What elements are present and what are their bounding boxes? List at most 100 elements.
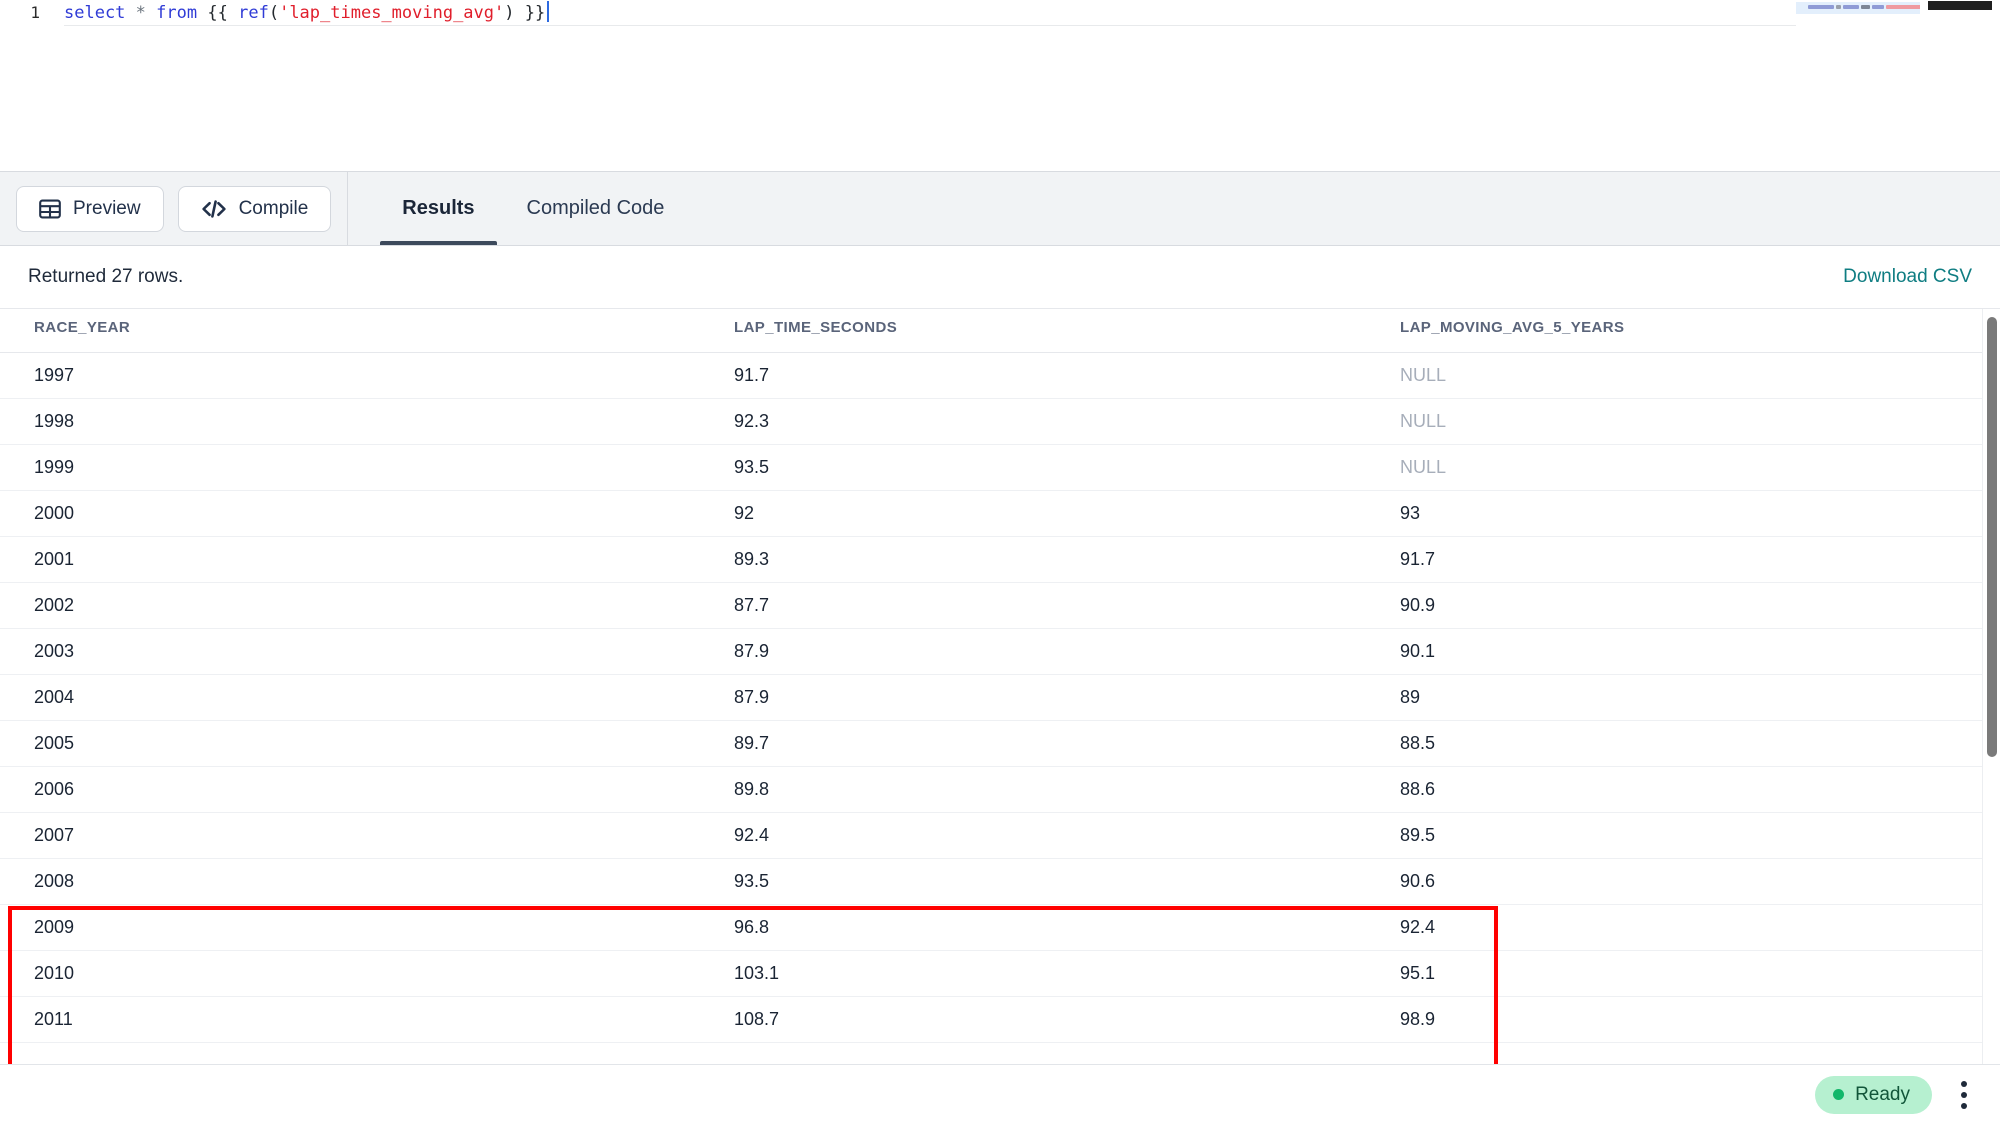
table-cell: 2002 xyxy=(0,582,700,629)
table-cell: 2006 xyxy=(0,766,700,813)
table-cell: 91.7 xyxy=(700,352,1366,399)
tab-results[interactable]: Results xyxy=(376,172,500,245)
tab-results-label: Results xyxy=(402,197,475,219)
table-row[interactable]: 1997 91.7 NULL xyxy=(0,352,2000,399)
line-number-gutter: 1 xyxy=(30,3,40,22)
table-cell: 2009 xyxy=(0,904,700,951)
table-cell: NULL xyxy=(1366,444,2000,491)
results-tab-strip: Results Compiled Code xyxy=(348,172,690,245)
table-cell: 2001 xyxy=(0,536,700,583)
table-cell: 92 xyxy=(700,490,1366,537)
editor-toolbar: Preview Compile Results Compiled Code xyxy=(0,172,2000,246)
column-header-race-year[interactable]: RACE_YEAR xyxy=(0,309,700,353)
table-cell: 89 xyxy=(1366,674,2000,721)
table-row[interactable]: 2004 87.9 89 xyxy=(0,674,2000,721)
table-grid-icon xyxy=(39,199,61,219)
table-cell: 2011 xyxy=(0,996,700,1043)
table-header-row: RACE_YEAR LAP_TIME_SECONDS LAP_MOVING_AV… xyxy=(0,309,2000,353)
table-cell: 92.4 xyxy=(1366,904,2000,951)
results-table: RACE_YEAR LAP_TIME_SECONDS LAP_MOVING_AV… xyxy=(0,309,2000,1064)
code-brackets-icon xyxy=(201,199,227,219)
table-cell: 2005 xyxy=(0,720,700,767)
table-cell: 92.3 xyxy=(700,398,1366,445)
table-cell: 93.5 xyxy=(700,444,1366,491)
table-cell: 2000 xyxy=(0,490,700,537)
code-token-keyword: select xyxy=(64,3,126,23)
kebab-menu-icon[interactable] xyxy=(1950,1078,1978,1112)
code-token-plain xyxy=(125,3,135,23)
text-cursor xyxy=(547,1,550,22)
table-cell: 93.5 xyxy=(700,858,1366,905)
table-row[interactable]: 2009 96.8 92.4 xyxy=(0,904,2000,951)
results-vertical-scrollbar[interactable] xyxy=(1982,309,2000,1064)
code-token-brace: }} xyxy=(524,3,546,23)
table-cell: 2010 xyxy=(0,950,700,997)
row-count-text: Returned 27 rows. xyxy=(28,266,184,287)
code-token-brace: ( xyxy=(268,3,280,23)
table-row[interactable]: 2011 108.7 98.9 xyxy=(0,996,2000,1043)
table-row[interactable]: 2006 89.8 88.6 xyxy=(0,766,2000,813)
editor-line-1[interactable]: 1 select * from {{ ref('lap_times_moving… xyxy=(0,0,2000,26)
table-cell: 87.7 xyxy=(700,582,1366,629)
table-cell: 89.3 xyxy=(700,536,1366,583)
table-row[interactable]: 2007 92.4 89.5 xyxy=(0,812,2000,859)
table-cell: 92.4 xyxy=(700,812,1366,859)
download-csv-link[interactable]: Download CSV xyxy=(1843,266,1972,287)
sql-code-tokens: select * from {{ ref('lap_times_moving_a… xyxy=(64,3,545,23)
table-cell: 95.1 xyxy=(1366,950,2000,997)
table-row[interactable]: 2002 87.7 90.9 xyxy=(0,582,2000,629)
code-token-operator: * xyxy=(135,3,146,23)
table-row[interactable]: 2000 92 93 xyxy=(0,490,2000,537)
table-cell: 103.1 xyxy=(700,950,1366,997)
column-header-lap-moving-avg-5-years[interactable]: LAP_MOVING_AVG_5_YEARS xyxy=(1366,309,2000,353)
code-token-plain xyxy=(197,3,207,23)
minimap-code-representation xyxy=(1808,5,1920,9)
preview-button[interactable]: Preview xyxy=(16,185,164,232)
code-token-brace: ) xyxy=(504,3,515,23)
editor-current-line-underline xyxy=(64,25,1800,26)
table-cell: 91.7 xyxy=(1366,536,2000,583)
table-row[interactable]: 1999 93.5 NULL xyxy=(0,444,2000,491)
table-cell: 89.5 xyxy=(1366,812,2000,859)
table-cell: 89.8 xyxy=(700,766,1366,813)
editor-vertical-scrollbar[interactable] xyxy=(1920,0,2000,171)
results-table-head: RACE_YEAR LAP_TIME_SECONDS LAP_MOVING_AV… xyxy=(0,309,2000,353)
table-row[interactable]: 2003 87.9 90.1 xyxy=(0,628,2000,675)
toolbar-action-group: Preview Compile xyxy=(0,172,349,245)
table-row[interactable]: 2008 93.5 90.6 xyxy=(0,858,2000,905)
status-badge[interactable]: Ready xyxy=(1815,1075,1932,1114)
table-cell: 98.9 xyxy=(1366,996,2000,1043)
results-horizontal-scrollbar[interactable] xyxy=(0,1056,1982,1064)
table-cell: 93 xyxy=(1366,490,2000,537)
editor-minimap[interactable] xyxy=(1796,0,1920,171)
table-row[interactable]: 1998 92.3 NULL xyxy=(0,398,2000,445)
column-header-lap-time-seconds[interactable]: LAP_TIME_SECONDS xyxy=(700,309,1366,353)
table-cell: 89.7 xyxy=(700,720,1366,767)
sql-code-text[interactable]: select * from {{ ref('lap_times_moving_a… xyxy=(52,1,2000,25)
table-row[interactable]: 2001 89.3 91.7 xyxy=(0,536,2000,583)
table-row[interactable]: 2005 89.7 88.5 xyxy=(0,720,2000,767)
table-cell: 1998 xyxy=(0,398,700,445)
compile-button-label: Compile xyxy=(238,197,309,219)
table-row[interactable]: 2010 103.1 95.1 xyxy=(0,950,2000,997)
results-table-container[interactable]: RACE_YEAR LAP_TIME_SECONDS LAP_MOVING_AV… xyxy=(0,308,2000,1064)
table-cell: 96.8 xyxy=(700,904,1366,951)
code-token-function: ref xyxy=(238,3,269,23)
table-cell: 90.6 xyxy=(1366,858,2000,905)
code-token-string: 'lap_times_moving_avg' xyxy=(279,3,505,23)
editor-scrollbar-thumb[interactable] xyxy=(1928,1,1992,10)
table-cell: 2008 xyxy=(0,858,700,905)
tab-compiled-code[interactable]: Compiled Code xyxy=(501,172,691,245)
table-cell: 108.7 xyxy=(700,996,1366,1043)
status-dot-icon xyxy=(1833,1089,1845,1100)
compile-button[interactable]: Compile xyxy=(177,185,332,232)
sql-editor-pane[interactable]: 1 select * from {{ ref('lap_times_moving… xyxy=(0,0,2000,172)
table-cell: 2003 xyxy=(0,628,700,675)
table-cell: 2004 xyxy=(0,674,700,721)
table-cell: 88.5 xyxy=(1366,720,2000,767)
results-scrollbar-thumb[interactable] xyxy=(1987,317,1997,757)
code-token-keyword: from xyxy=(156,3,198,23)
table-cell: 88.6 xyxy=(1366,766,2000,813)
tab-compiled-code-label: Compiled Code xyxy=(526,197,665,219)
status-badge-label: Ready xyxy=(1855,1083,1910,1105)
